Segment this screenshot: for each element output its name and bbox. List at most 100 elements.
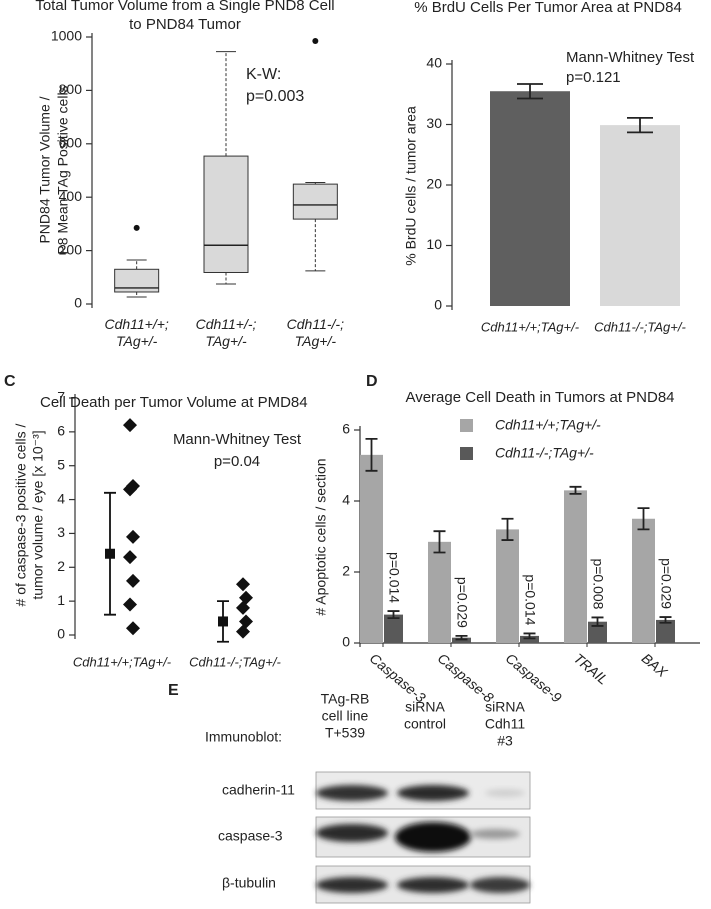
annotation: Mann-Whitney Test <box>566 49 695 66</box>
outlier <box>133 224 140 231</box>
bar <box>496 529 519 643</box>
lane-label: control <box>404 716 446 732</box>
annotation: K-W: <box>246 66 281 83</box>
legend-label: Cdh11+/+;TAg+/- <box>495 417 601 433</box>
p-value: p=0.014 <box>522 574 538 625</box>
data-point <box>236 577 250 592</box>
y-tick-label: 2 <box>57 558 65 574</box>
mean-marker <box>218 616 228 627</box>
error-bar <box>517 83 543 100</box>
error-bar <box>591 616 604 627</box>
data-point <box>123 482 137 497</box>
lane-label: TAg-RB <box>321 691 370 707</box>
y-tick-label: 600 <box>59 135 83 151</box>
x-tick-label: Cdh11-/-; TAg+/- <box>286 316 344 349</box>
bar <box>632 518 655 643</box>
error-bar <box>569 485 582 495</box>
y-tick-label: 1000 <box>51 28 82 44</box>
panel-label: D <box>366 373 378 390</box>
y-tick-label: 800 <box>59 81 83 97</box>
error-bar <box>627 116 653 134</box>
error-bar <box>455 635 468 641</box>
lane-label: T+539 <box>325 725 365 741</box>
bar <box>490 91 570 306</box>
data-point <box>123 550 137 565</box>
annotation: Mann-Whitney Test <box>173 431 302 448</box>
y-tick-label: 3 <box>57 524 65 540</box>
data-point <box>239 590 253 605</box>
data-point <box>236 624 250 639</box>
annotation: p=0.04 <box>214 453 260 470</box>
y-tick-label: 40 <box>426 55 442 71</box>
lane-label: #3 <box>497 733 513 749</box>
data-point <box>239 614 253 629</box>
blot-strip <box>315 865 531 904</box>
y-tick-label: 0 <box>57 626 65 642</box>
data-point <box>126 621 140 636</box>
y-axis-label: # of caspase-3 positive cells / <box>13 423 29 606</box>
mean-marker <box>105 548 115 559</box>
chart-title: to PND84 Tumor <box>129 16 241 33</box>
panel-label: E <box>168 682 179 699</box>
x-tick-label: Caspase-8 <box>435 650 497 706</box>
y-tick-label: 0 <box>342 634 350 650</box>
lane-label: siRNA <box>405 699 445 715</box>
panel-label: C <box>4 373 16 390</box>
y-tick-label: 7 <box>57 389 65 405</box>
row-label: cadherin-11 <box>222 782 295 798</box>
y-tick-label: 20 <box>426 176 442 192</box>
legend-swatch <box>460 447 473 460</box>
x-tick-label: Cdh11-/-;TAg+/- <box>594 319 686 334</box>
y-axis-label: P8 Mean TAg Positive cells <box>55 85 71 254</box>
x-tick-label: Caspase-3 <box>367 650 429 706</box>
blot-title: Immunoblot: <box>205 729 282 745</box>
data-point <box>123 597 137 612</box>
x-tick-label: TRAIL <box>571 650 612 688</box>
lane-label: siRNA <box>485 699 525 715</box>
error-bar <box>637 507 650 531</box>
y-tick-label: 0 <box>74 295 82 311</box>
y-tick-label: 4 <box>57 490 65 506</box>
chart-title: Cell Death per Tumor Volume at PMD84 <box>40 394 308 411</box>
annotation: p=0.003 <box>246 88 304 105</box>
lane-label: cell line <box>322 708 369 724</box>
bar <box>564 490 587 643</box>
error-bar <box>523 632 536 640</box>
y-axis-label: PND84 Tumor Volume / <box>37 96 53 243</box>
data-point <box>126 529 140 544</box>
error-bar <box>365 437 378 472</box>
p-value: p=0.029 <box>454 577 470 628</box>
y-tick-label: 30 <box>426 115 442 131</box>
p-value: p=0.008 <box>590 558 606 609</box>
error-bar <box>433 530 446 554</box>
legend-swatch <box>460 419 473 432</box>
y-tick-label: 0 <box>434 297 442 313</box>
x-tick-label: Cdh11+/-; TAg+/- <box>195 316 257 349</box>
bar <box>656 619 675 643</box>
bar <box>520 635 539 643</box>
chart-title: % BrdU Cells Per Tumor Area at PND84 <box>414 0 682 16</box>
y-tick-label: 1 <box>57 592 65 608</box>
error-bar <box>501 517 514 541</box>
chart-title: Average Cell Death in Tumors at PND84 <box>405 389 674 406</box>
y-axis-label: % BrdU cells / tumor area <box>403 106 419 266</box>
legend-label: Cdh11-/-;TAg+/- <box>495 445 594 461</box>
blot-strip <box>315 816 531 858</box>
box <box>203 155 249 273</box>
row-label: caspase-3 <box>218 828 283 844</box>
lane-label: Cdh11 <box>485 716 525 732</box>
box <box>292 183 338 220</box>
error-bar <box>659 616 672 624</box>
x-tick-label: Cdh11+/+;TAg+/- <box>481 319 580 334</box>
y-tick-label: 10 <box>426 236 442 252</box>
box <box>114 268 160 293</box>
error-bar <box>387 610 400 620</box>
y-tick-label: 5 <box>57 456 65 472</box>
x-tick-label: Caspase-9 <box>503 650 565 706</box>
x-tick-label: Cdh11+/+; TAg+/- <box>104 316 169 349</box>
p-value: p=0.014 <box>386 552 402 603</box>
y-tick-label: 2 <box>342 563 350 579</box>
x-tick-label: Cdh11+/+;TAg+/- <box>73 654 172 669</box>
p-value: p=0.029 <box>658 558 674 609</box>
